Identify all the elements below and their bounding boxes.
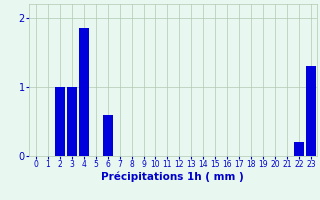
X-axis label: Précipitations 1h ( mm ): Précipitations 1h ( mm ) (101, 172, 244, 182)
Bar (55, 87, 65, 156)
Bar (103, 115, 113, 156)
Bar (79, 28, 89, 156)
Bar (294, 142, 304, 156)
Bar (306, 66, 316, 156)
Bar (67, 87, 77, 156)
